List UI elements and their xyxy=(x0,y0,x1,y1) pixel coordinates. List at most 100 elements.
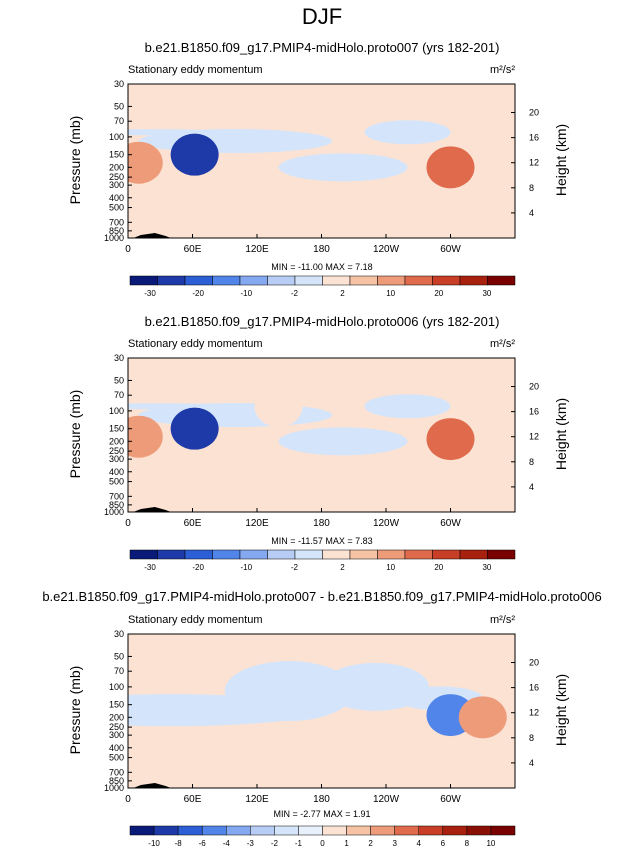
height-tick-label: 8 xyxy=(529,733,534,743)
y-tick-label: 30 xyxy=(114,79,124,89)
colorbar-swatch xyxy=(267,549,296,560)
y-tick-label: 300 xyxy=(109,730,124,740)
topography-mask xyxy=(133,507,171,512)
y-tick-label: 200 xyxy=(109,712,124,722)
colorbar-label: 10 xyxy=(386,563,395,572)
colorbar-label: 20 xyxy=(434,563,443,572)
y-tick-label: 250 xyxy=(109,172,124,182)
x-tick-label: 60W xyxy=(440,244,461,255)
contour-feature-0 xyxy=(170,133,219,176)
panel-title: b.e21.B1850.f09_g17.PMIP4-midHolo.proto0… xyxy=(145,40,500,55)
y-tick-label: 1000 xyxy=(104,783,124,793)
colorbar-label: -6 xyxy=(199,839,207,848)
colorbar-swatch xyxy=(129,275,158,286)
colorbar-swatch xyxy=(177,825,203,836)
colorbar-label: -20 xyxy=(192,289,204,298)
y-tick-label: 70 xyxy=(114,390,124,400)
weak-negative-region xyxy=(364,394,451,419)
y-tick-label: 50 xyxy=(114,651,124,661)
height-tick-label: 8 xyxy=(529,457,534,467)
colorbar-label: -30 xyxy=(144,563,156,572)
contour-feature-2 xyxy=(426,146,475,189)
weak-negative-region xyxy=(278,427,408,456)
y-tick-label: 100 xyxy=(109,682,124,692)
colorbar-swatch xyxy=(404,275,433,286)
contour-feature-3 xyxy=(480,115,515,158)
min-max-stats: MIN = -11.00 MAX = 7.18 xyxy=(271,262,372,272)
colorbar-label: 30 xyxy=(482,289,491,298)
x-tick-label: 120E xyxy=(245,244,269,255)
colorbar-swatch xyxy=(322,549,351,560)
y-tick-label: 70 xyxy=(114,116,124,126)
x-tick-label: 180 xyxy=(313,794,330,805)
y-tick-label: 250 xyxy=(109,446,124,456)
x-tick-label: 180 xyxy=(313,244,330,255)
panel-3: b.e21.B1850.f09_g17.PMIP4-midHolo.proto0… xyxy=(42,589,601,848)
left-label: Stationary eddy momentum xyxy=(128,338,263,350)
y-tick-label: 300 xyxy=(109,454,124,464)
colorbar-label: -2 xyxy=(271,839,279,848)
colorbar-swatch xyxy=(404,549,433,560)
colorbar: -30 -20 -10 -2 2 10 20 30 xyxy=(129,549,516,572)
y-tick-label: 500 xyxy=(109,753,124,763)
x-tick-label: 120W xyxy=(373,794,400,805)
panel-2: b.e21.B1850.f09_g17.PMIP4-midHolo.proto0… xyxy=(67,314,569,572)
height-axis-label: Height (km) xyxy=(553,124,569,196)
colorbar-swatch xyxy=(487,549,516,560)
colorbar-swatch xyxy=(274,825,299,836)
y-tick-label: 300 xyxy=(109,180,124,190)
min-max-stats: MIN = -11.57 MAX = 7.83 xyxy=(271,536,372,546)
y-tick-label: 100 xyxy=(109,406,124,416)
colorbar-label: -8 xyxy=(175,839,183,848)
min-max-stats: MIN = -2.77 MAX = 1.91 xyxy=(273,809,370,819)
pressure-axis-label: Pressure (mb) xyxy=(67,390,83,479)
colorbar-swatch xyxy=(294,549,323,560)
colorbar-swatch xyxy=(349,275,378,286)
colorbar-swatch xyxy=(487,275,516,286)
y-tick-label: 400 xyxy=(109,467,124,477)
colorbar-label: 20 xyxy=(434,289,443,298)
x-tick-label: 120E xyxy=(245,518,269,529)
height-tick-label: 12 xyxy=(529,432,539,442)
x-tick-label: 0 xyxy=(125,518,131,529)
x-tick-label: 0 xyxy=(125,244,131,255)
y-tick-label: 500 xyxy=(109,203,124,213)
colorbar-swatch xyxy=(377,549,406,560)
colorbar-swatch xyxy=(239,549,268,560)
y-tick-label: 700 xyxy=(109,217,124,227)
colorbar-swatch xyxy=(184,549,213,560)
colorbar-swatch xyxy=(377,275,406,286)
colorbar-swatch xyxy=(459,275,488,286)
y-tick-label: 50 xyxy=(114,101,124,111)
colorbar-label: -4 xyxy=(223,839,231,848)
colorbar-swatch xyxy=(432,275,461,286)
weak-negative-region xyxy=(138,403,333,428)
height-tick-label: 4 xyxy=(529,758,534,768)
colorbar-swatch xyxy=(212,549,241,560)
colorbar-label: -10 xyxy=(241,563,253,572)
colorbar-label: 8 xyxy=(465,839,470,848)
panel-title: b.e21.B1850.f09_g17.PMIP4-midHolo.proto0… xyxy=(145,314,500,329)
weak-negative-region xyxy=(224,661,354,722)
colorbar-swatch xyxy=(418,825,444,836)
height-tick-label: 20 xyxy=(529,382,539,392)
colorbar-swatch xyxy=(322,825,347,836)
contour-feature-1 xyxy=(128,141,163,184)
colorbar-swatch xyxy=(157,549,186,560)
left-label: Stationary eddy momentum xyxy=(128,64,263,76)
colorbar-label: -1 xyxy=(295,839,303,848)
x-tick-label: 60W xyxy=(440,518,461,529)
y-tick-label: 150 xyxy=(109,150,124,160)
height-tick-label: 16 xyxy=(529,407,539,417)
colorbar-swatch xyxy=(298,825,323,836)
colorbar-label: 10 xyxy=(386,289,395,298)
x-tick-label: 120W xyxy=(373,244,400,255)
contour-feature-3 xyxy=(254,385,303,428)
colorbar-swatch xyxy=(322,275,351,286)
y-tick-label: 100 xyxy=(109,132,124,142)
colorbar-label: 1 xyxy=(344,839,349,848)
height-tick-label: 16 xyxy=(529,133,539,143)
colorbar: -30 -20 -10 -2 2 10 20 30 xyxy=(129,275,516,298)
